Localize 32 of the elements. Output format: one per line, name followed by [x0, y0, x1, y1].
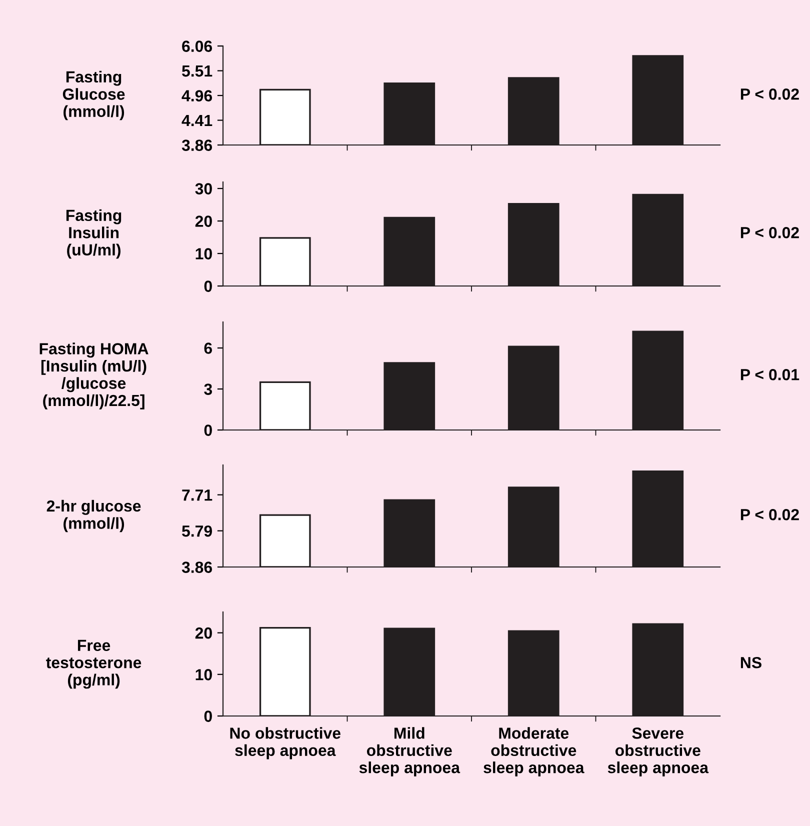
text: P < 0.02 — [740, 226, 799, 238]
text: NS — [740, 656, 762, 668]
y-tick-label: 5.51 — [182, 66, 212, 77]
y-tick-label: 0 — [204, 280, 212, 292]
y-tick-label: 6 — [204, 342, 212, 354]
text: P < 0.02 — [740, 508, 799, 520]
y-tick-label: 0 — [204, 710, 212, 722]
y-axis-title: Free testosterone (pg/ml) — [46, 640, 142, 689]
y-axis-title: Fasting Glucose (mmol/l) — [62, 70, 125, 120]
y-axis-title: Fasting HOMA [Insulin (mU/l) /glucose (mmol/l)/22.5] — [40, 342, 148, 410]
text: P < 0.01 — [740, 368, 800, 380]
x-tick-label: Moderate obstructive sleep apnoea — [484, 727, 584, 776]
y-tick-label: 7.71 — [182, 490, 212, 501]
y-axis-title: 2-hr glucose (mmol/l) — [46, 500, 141, 532]
text: P < 0.02 — [740, 88, 799, 100]
y-axis-title: Fasting Insulin (uU/ml) — [66, 209, 122, 259]
y-tick-label: 10 — [196, 248, 212, 260]
y-tick-label: 3.86 — [182, 140, 212, 151]
y-tick-label: 30 — [195, 183, 212, 194]
y-tick-label: 3.86 — [182, 562, 212, 573]
y-tick-label: 0 — [204, 424, 212, 436]
y-tick-label: 20 — [195, 216, 212, 227]
x-tick-label: No obstructive sleep apnoea — [230, 727, 340, 760]
y-tick-label: 4.96 — [182, 90, 212, 102]
y-tick-label: 5.79 — [182, 525, 212, 537]
x-tick-label: Severe obstructive sleep apnoea — [608, 728, 709, 776]
x-tick-label: Mild obstructive sleep apnoea — [359, 727, 460, 776]
y-tick-label: 3 — [204, 384, 212, 395]
y-tick-label: 4.41 — [182, 115, 212, 126]
y-tick-label: 10 — [196, 669, 212, 680]
y-tick-label: 20 — [195, 627, 212, 639]
y-tick-label: 6.06 — [182, 40, 212, 52]
